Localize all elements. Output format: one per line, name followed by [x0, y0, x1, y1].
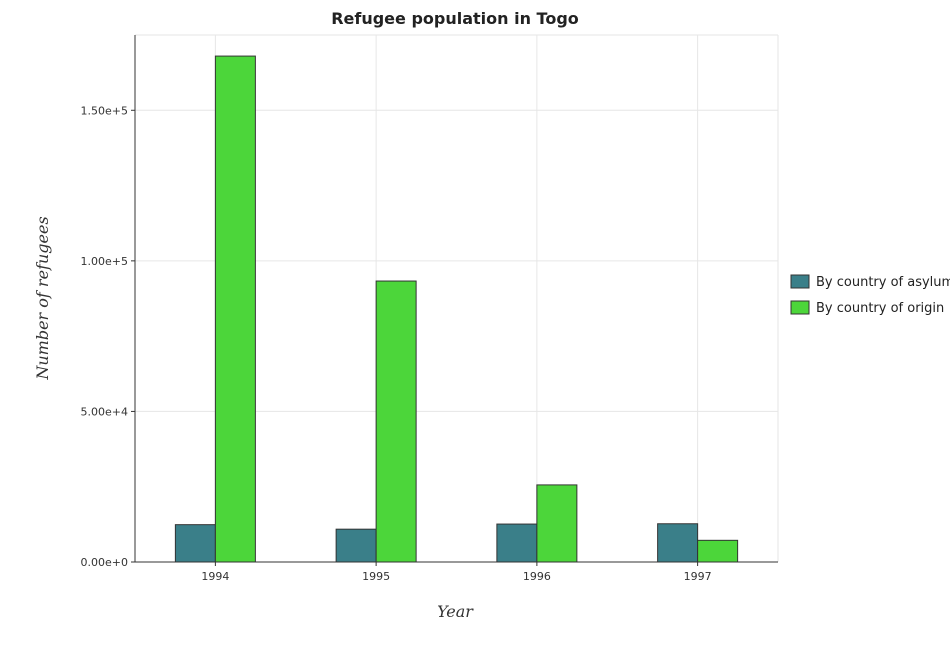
tick-labels: 0.00e+0 5.00e+4 1.00e+5 1.50e+5 1994 1995 1996…	[81, 104, 712, 583]
legend: By country of asylum By country of origin	[790, 274, 950, 316]
axes	[131, 35, 778, 566]
bar-origin-1994	[214, 55, 256, 563]
bar-asylum-1996	[496, 523, 538, 563]
legend-swatch	[790, 274, 810, 289]
x-tick-label: 1997	[684, 570, 712, 583]
y-tick-label: 1.50e+5	[81, 104, 128, 117]
y-tick-label: 1.00e+5	[81, 255, 128, 268]
y-axis-label: Number of refugees	[33, 216, 52, 380]
bar-asylum-1995	[335, 528, 377, 563]
bar-asylum-1994	[174, 524, 216, 563]
legend-label: By country of origin	[816, 301, 944, 316]
legend-swatch	[790, 300, 810, 315]
bar-origin-1996	[536, 484, 578, 563]
y-tick-label: 0.00e+0	[81, 556, 128, 569]
x-tick-label: 1994	[201, 570, 229, 583]
x-axis-label: Year	[437, 602, 474, 621]
bars	[174, 55, 739, 563]
x-tick-label: 1995	[362, 570, 390, 583]
legend-label: By country of asylum	[816, 275, 950, 290]
chart-title: Refugee population in Togo	[331, 9, 579, 28]
bar-origin-1997	[697, 539, 739, 563]
bar-asylum-1997	[657, 523, 699, 563]
x-tick-label: 1996	[523, 570, 551, 583]
y-tick-label: 5.00e+4	[81, 405, 128, 418]
bar-origin-1995	[375, 280, 417, 563]
